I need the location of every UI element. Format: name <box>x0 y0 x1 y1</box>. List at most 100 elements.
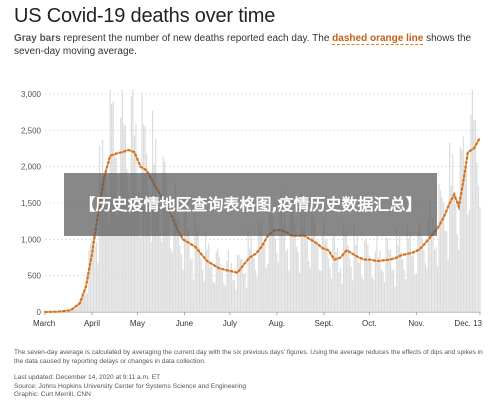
daily-deaths-bar <box>471 89 474 312</box>
daily-deaths-bar <box>147 190 149 312</box>
x-tick-label: May <box>130 319 145 328</box>
graphic-credit: Graphic: Curt Merrill, CNN <box>14 391 91 399</box>
daily-deaths-bar <box>308 260 310 312</box>
daily-deaths-bar <box>364 240 366 312</box>
daily-deaths-bar <box>223 282 225 312</box>
daily-deaths-bar <box>288 270 290 312</box>
daily-deaths-bar <box>242 273 245 312</box>
daily-deaths-bar <box>249 248 251 312</box>
daily-deaths-bar <box>82 291 84 312</box>
daily-deaths-bar <box>441 196 443 312</box>
source-credit: Source: Johns Hopkins University Center … <box>14 382 246 390</box>
daily-deaths-bar <box>247 230 249 312</box>
daily-deaths-bar <box>235 289 237 312</box>
daily-deaths-bar <box>350 266 352 312</box>
daily-deaths-bar <box>346 230 348 312</box>
daily-deaths-bar <box>176 219 178 312</box>
daily-deaths-bar <box>470 114 472 312</box>
daily-deaths-bar <box>383 282 386 312</box>
daily-deaths-bar <box>389 249 392 312</box>
daily-deaths-bar <box>338 272 340 312</box>
credits: Last updated: December 14, 2020 at 9:11 … <box>14 374 246 400</box>
daily-deaths-bar <box>159 232 161 312</box>
daily-deaths-bar <box>476 162 478 312</box>
y-tick-label: 2,500 <box>21 126 42 135</box>
daily-deaths-bar <box>238 254 240 312</box>
daily-deaths-bar <box>377 257 380 312</box>
daily-deaths-bar <box>88 250 90 312</box>
daily-deaths-bar <box>268 214 270 312</box>
daily-deaths-bar <box>267 263 269 312</box>
daily-deaths-bar <box>336 247 339 312</box>
daily-deaths-bar <box>403 269 405 312</box>
daily-deaths-bar <box>253 258 255 312</box>
daily-deaths-bar <box>286 248 289 312</box>
daily-deaths-bar <box>371 277 373 312</box>
daily-deaths-bar <box>97 263 99 312</box>
daily-deaths-bar <box>447 259 449 312</box>
daily-deaths-bar <box>188 229 190 312</box>
daily-deaths-bar <box>215 251 217 312</box>
daily-deaths-bar <box>270 196 272 312</box>
daily-deaths-bar <box>117 214 119 312</box>
daily-deaths-bar <box>86 293 89 312</box>
daily-deaths-bar <box>179 245 181 312</box>
daily-deaths-bar <box>479 207 481 312</box>
daily-deaths-bar <box>295 246 298 312</box>
daily-deaths-bar <box>168 215 170 312</box>
daily-deaths-bar <box>79 299 81 312</box>
daily-deaths-bar <box>399 236 401 312</box>
daily-deaths-bar <box>406 225 408 312</box>
x-tick-label: June <box>176 319 194 328</box>
daily-deaths-bar <box>197 229 199 312</box>
daily-deaths-bar <box>361 276 363 312</box>
daily-deaths-bar <box>61 311 63 312</box>
daily-deaths-bar <box>224 285 226 312</box>
daily-deaths-bar <box>191 257 193 312</box>
daily-deaths-bar <box>285 251 287 312</box>
daily-deaths-bar <box>386 238 389 312</box>
daily-deaths-bar <box>138 192 140 312</box>
x-axis-ticks: March April May June July Aug. Sept. Oct. Nov. De… <box>33 312 483 328</box>
daily-deaths-bar <box>200 259 202 312</box>
daily-deaths-bar <box>391 270 393 312</box>
daily-deaths-bar <box>173 207 175 312</box>
daily-deaths-bar <box>335 251 337 312</box>
daily-deaths-bar <box>258 220 260 312</box>
daily-deaths-bar <box>347 245 349 312</box>
daily-deaths-bar <box>417 232 419 312</box>
daily-deaths-bar <box>402 259 404 312</box>
daily-deaths-bar <box>418 221 420 312</box>
daily-deaths-bar <box>118 211 120 312</box>
daily-deaths-bar <box>227 250 230 312</box>
y-axis-ticks: 3,000 2,500 2,000 1,500 1,000 500 0 <box>21 90 42 317</box>
x-tick-label: March <box>33 319 55 328</box>
daily-deaths-bar <box>385 237 387 312</box>
daily-deaths-bar <box>444 230 446 312</box>
daily-deaths-bar <box>158 195 160 312</box>
daily-deaths-bar <box>292 214 295 312</box>
daily-deaths-bar <box>314 219 316 312</box>
daily-deaths-bar <box>261 223 263 312</box>
y-tick-label: 0 <box>37 308 42 317</box>
subtitle-middle: represent the number of new deaths repor… <box>60 33 333 44</box>
daily-deaths-bar <box>436 266 439 312</box>
daily-deaths-bar <box>185 210 187 312</box>
subtitle-gray-bars: Gray bars <box>14 33 61 44</box>
daily-deaths-bar <box>420 233 422 312</box>
daily-deaths-bar <box>452 154 454 312</box>
daily-deaths-bar <box>474 119 477 313</box>
daily-deaths-bar <box>202 269 204 312</box>
daily-deaths-bar <box>467 214 469 312</box>
daily-deaths-bar <box>315 241 317 312</box>
daily-deaths-bar <box>349 258 351 312</box>
daily-deaths-bar <box>164 161 166 312</box>
daily-deaths-bar <box>330 278 333 312</box>
daily-deaths-bar <box>332 237 334 312</box>
daily-deaths-bar <box>318 269 320 312</box>
daily-deaths-bar <box>303 206 305 312</box>
daily-deaths-bar <box>459 146 461 312</box>
daily-deaths-bar <box>446 231 448 312</box>
daily-deaths-bar <box>300 193 302 312</box>
daily-deaths-bar <box>327 258 330 312</box>
